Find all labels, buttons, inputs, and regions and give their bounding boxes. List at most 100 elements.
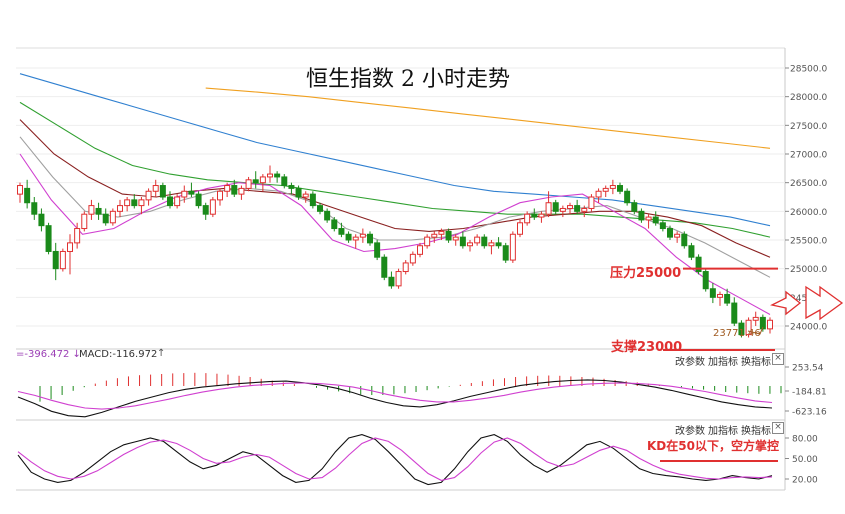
candle-down [288, 185, 295, 189]
candle-up [524, 213, 531, 224]
price-tick-label: 28000.0 [790, 93, 827, 103]
candle-down [274, 173, 281, 178]
candle-down [388, 276, 395, 287]
macd-dif-readout: =-396.472 ↓ [16, 349, 81, 360]
candle-up [452, 236, 459, 241]
low-marker-arrow [747, 326, 764, 335]
candle-down [231, 185, 238, 195]
candle-down [374, 242, 381, 258]
macd-switch-indicator-button[interactable]: 换指标 [741, 357, 771, 368]
candle-down [338, 228, 345, 235]
price-tick-label: 25000.0 [790, 265, 827, 275]
kd-k-line [17, 434, 773, 486]
macd-close-button[interactable]: × [772, 353, 784, 365]
dif-value: -396.472 [24, 349, 70, 360]
candle-down [38, 213, 45, 227]
candle-down [188, 190, 195, 195]
candle-up [109, 210, 116, 224]
macd-up-arrow-icon: ↑ [157, 348, 166, 359]
candle-down [617, 185, 623, 192]
candle-up [767, 319, 773, 330]
candle-down [724, 293, 731, 304]
candle-down [702, 271, 709, 290]
candle-up [467, 242, 473, 247]
price-tick-label: 26000.0 [790, 208, 827, 218]
kd-switch-indicator-button[interactable]: 换指标 [741, 426, 771, 437]
candle-up [174, 196, 181, 207]
candle-down [45, 225, 52, 252]
candle-down [495, 242, 502, 247]
candle-down [481, 236, 488, 247]
candle-up [117, 205, 123, 212]
candle-up [395, 271, 402, 287]
moving-average-line [19, 136, 771, 278]
candle-up [181, 190, 188, 198]
kd-tick-label: 80.00 [792, 435, 818, 445]
candle-down [759, 316, 766, 330]
candle-up [559, 207, 566, 212]
candle-up [567, 205, 573, 209]
candle-up [224, 185, 231, 192]
candle-down [345, 233, 352, 241]
candle-down [445, 230, 452, 241]
candle-down [202, 205, 209, 215]
price-tick-label: 26500.0 [790, 179, 827, 189]
candle-up [138, 199, 145, 207]
candle-up [674, 233, 681, 238]
kd-close-button[interactable]: × [772, 422, 784, 434]
candle-up [602, 187, 609, 192]
macd-add-indicator-button[interactable]: 加指标 [708, 357, 738, 368]
moving-average-line [19, 119, 771, 258]
candle-down [552, 202, 559, 212]
candle-up [81, 213, 88, 230]
candle-down [324, 210, 331, 221]
candle-down [295, 187, 302, 198]
candle-up [431, 233, 438, 238]
candle-up [645, 216, 652, 221]
candle-up [609, 185, 616, 189]
candle-down [681, 233, 688, 247]
candle-up [488, 242, 495, 247]
candle-down [695, 256, 702, 273]
candle-up [595, 190, 602, 198]
candle-down [381, 256, 388, 278]
candle-up [259, 176, 266, 184]
candle-down [167, 196, 173, 207]
kd-modify-params-button[interactable]: 改参数 [675, 426, 705, 437]
candle-down [638, 210, 645, 221]
candle-down [659, 222, 666, 230]
price-tick-label: 24000.0 [790, 323, 827, 333]
candle-up [17, 185, 23, 195]
candle-up [209, 199, 216, 215]
price-tick-label: 27000.0 [790, 151, 827, 161]
kd-add-indicator-button[interactable]: 加指标 [708, 426, 738, 437]
candle-up [752, 316, 759, 321]
candle-down [317, 205, 323, 212]
candle-up [417, 245, 423, 255]
kd-note: KD在50以下，空方掌控 [647, 439, 779, 453]
macd-dif-line [17, 379, 773, 418]
candle-up [717, 293, 723, 298]
macd-tick-label: -184.81 [792, 388, 827, 398]
moving-average-line [19, 73, 771, 227]
candle-down [631, 202, 638, 212]
candle-down [309, 193, 316, 207]
candle-down [24, 187, 31, 204]
candle-down [688, 245, 695, 258]
moving-average-line [205, 87, 771, 149]
candle-down [738, 322, 745, 336]
candle-down [531, 213, 538, 218]
candle-down [367, 233, 373, 244]
candle-down [331, 219, 338, 230]
macd-modify-params-button[interactable]: 改参数 [675, 357, 705, 368]
chart-title: 恒生指数 2 小时走势 [306, 67, 510, 92]
candle-up [67, 242, 73, 252]
candle-up [745, 319, 752, 336]
kd-tick-label: 20.00 [792, 476, 818, 486]
candle-up [545, 202, 552, 215]
candle-up [352, 236, 359, 241]
candle-up [59, 250, 66, 270]
candle-up [88, 205, 95, 215]
